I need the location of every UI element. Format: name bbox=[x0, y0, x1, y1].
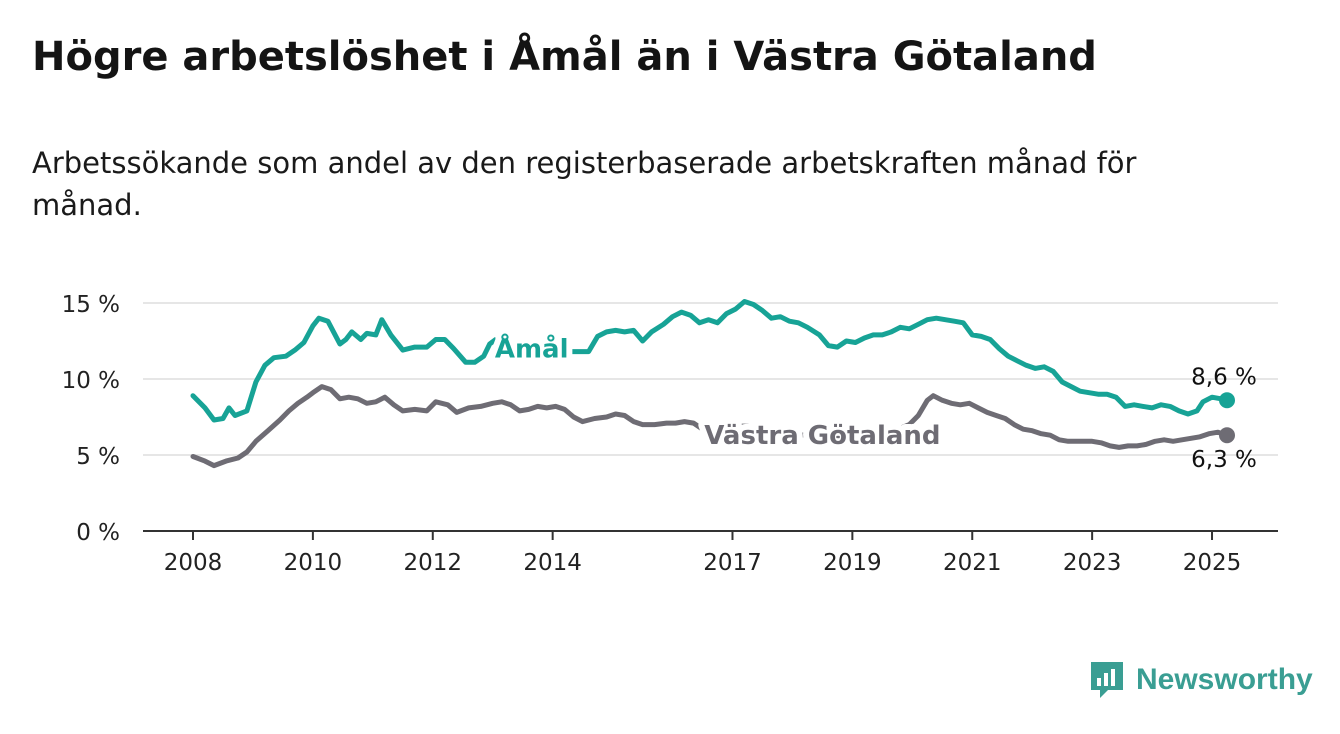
series-line-amal bbox=[190, 299, 1230, 423]
series-end-marker bbox=[1219, 427, 1236, 444]
series-annotation-label: Västra Götaland bbox=[704, 421, 940, 451]
y-tick-label: 10 % bbox=[62, 368, 120, 394]
y-tick-label: 15 % bbox=[62, 292, 120, 318]
y-tick-label: 0 % bbox=[76, 520, 120, 546]
series-annotation-label: Åmål bbox=[495, 333, 569, 365]
line-chart: 0 % 5 % 10 % 15 % 2008 2010 2012 2014 2017 2019 20… bbox=[62, 292, 1278, 576]
series-end-label: 8,6 % bbox=[1191, 364, 1257, 390]
x-tick-label: 2008 bbox=[164, 550, 223, 576]
x-tick-label: 2019 bbox=[823, 550, 882, 576]
axis-layer: 0 % 5 % 10 % 15 % 2008 2010 2012 2014 2017 2019 20… bbox=[62, 292, 1278, 576]
x-tick-label: 2012 bbox=[403, 550, 462, 576]
x-tick-label: 2023 bbox=[1063, 550, 1122, 576]
series-layer bbox=[190, 299, 1236, 469]
grid-layer bbox=[143, 302, 1278, 456]
x-tick-label: 2014 bbox=[523, 550, 582, 576]
chart-subtitle: Arbetssökande som andel av den registerb… bbox=[32, 146, 1137, 222]
x-tick-label: 2021 bbox=[943, 550, 1002, 576]
chart-title: Högre arbetslöshet i Åmål än i Västra Gö… bbox=[32, 34, 1097, 80]
series-end-marker bbox=[1219, 392, 1236, 409]
newsworthy-logo-icon bbox=[1091, 662, 1123, 698]
annotation-halo: Åmål bbox=[495, 333, 569, 365]
y-tick-label: 5 % bbox=[76, 444, 120, 470]
brand-name: Newsworthy bbox=[1136, 663, 1313, 696]
x-tick-label: 2017 bbox=[703, 550, 762, 576]
x-tick-label: 2010 bbox=[284, 550, 343, 576]
annotation-halo: Västra Götaland bbox=[704, 421, 940, 451]
series-end-label: 6,3 % bbox=[1191, 447, 1257, 473]
series-line-vastra-gotaland bbox=[190, 384, 1230, 469]
x-tick-label: 2025 bbox=[1183, 550, 1242, 576]
newsworthy-logo: Newsworthy bbox=[1088, 660, 1313, 700]
